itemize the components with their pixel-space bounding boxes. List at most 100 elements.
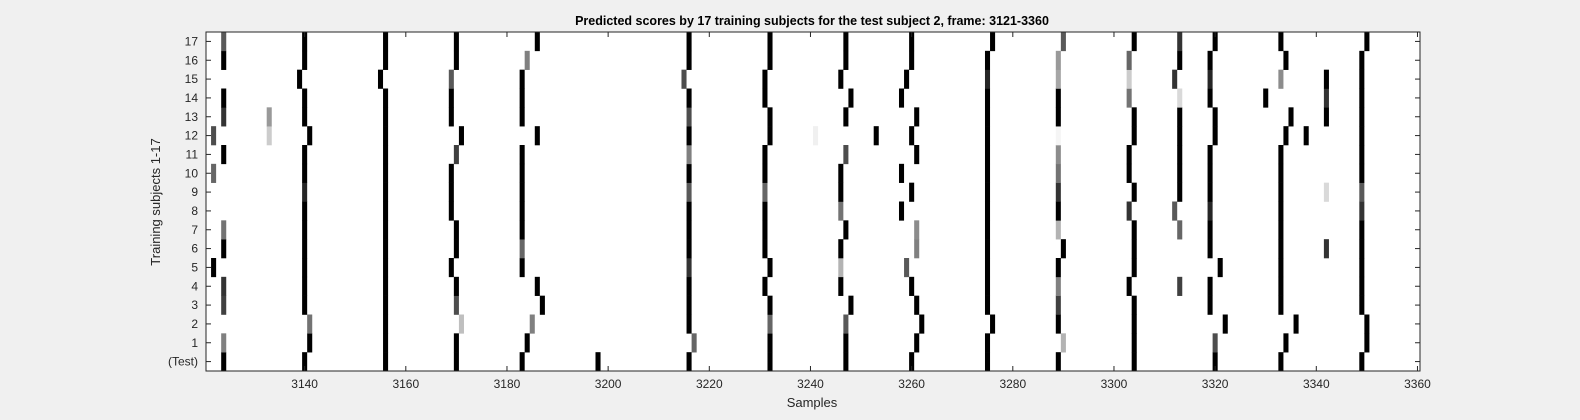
heatmap-cell (762, 201, 768, 221)
heatmap-cell (453, 352, 459, 372)
heatmap-cell (383, 220, 389, 240)
heatmap-cell (519, 201, 525, 221)
heatmap-cell (909, 182, 915, 202)
heatmap-cell (448, 182, 454, 202)
heatmap-cell (1177, 163, 1183, 183)
heatmap-cell (1177, 220, 1183, 240)
heatmap-cell (519, 107, 525, 127)
heatmap-cell (1359, 295, 1365, 315)
heatmap-cell (686, 276, 692, 296)
heatmap-cell (984, 352, 991, 372)
heatmap-cell (307, 333, 313, 353)
heatmap-cell (909, 32, 915, 52)
heatmap-cell (1359, 239, 1365, 259)
heatmap-cell (1207, 201, 1213, 221)
heatmap-cell (595, 352, 601, 372)
heatmap-cell (1177, 88, 1183, 108)
heatmap-cell (686, 220, 692, 240)
heatmap-cell (762, 88, 768, 108)
heatmap-cell (383, 50, 389, 70)
heatmap-cell (1207, 276, 1213, 296)
heatmap-cell (302, 107, 308, 127)
y-tick-label: 17 (185, 34, 199, 48)
heatmap-cell (1131, 32, 1137, 52)
heatmap-cell (383, 126, 389, 146)
heatmap-cell (686, 295, 692, 315)
heatmap-cell (519, 182, 525, 202)
heatmap-cell (1126, 276, 1132, 296)
heatmap-cell (838, 258, 844, 278)
heatmap-cell (686, 352, 692, 372)
heatmap-cell (1177, 126, 1183, 146)
heatmap-cell (1177, 145, 1183, 165)
heatmap-cell (383, 107, 389, 127)
heatmap-cell (686, 201, 692, 221)
heatmap-cell (914, 333, 920, 353)
heatmap-cell (211, 258, 217, 278)
heatmap-cell (767, 50, 773, 70)
heatmap-cell (686, 314, 692, 334)
x-tick-label: 3360 (1404, 377, 1431, 391)
x-tick-label: 3200 (595, 377, 622, 391)
heatmap-cell (302, 145, 308, 165)
heatmap-cell (1283, 126, 1289, 146)
heatmap-cell (838, 69, 844, 89)
heatmap-cell (984, 239, 991, 259)
heatmap-cell (1364, 314, 1370, 334)
heatmap-cell (453, 295, 459, 315)
heatmap-cell (1212, 32, 1218, 52)
heatmap-cell (448, 258, 454, 278)
heatmap-cell (843, 107, 849, 127)
heatmap-cell (843, 145, 849, 165)
heatmap-cell (383, 182, 389, 202)
heatmap-cell (453, 239, 459, 259)
heatmap-cell (984, 276, 991, 296)
heatmap-cell (1055, 50, 1061, 70)
heatmap-cell (221, 107, 227, 127)
y-tick-label: 4 (191, 279, 198, 293)
heatmap-cell (1131, 220, 1137, 240)
heatmap-cell (519, 352, 525, 372)
heatmap-cell (221, 295, 227, 315)
heatmap-cell (1212, 126, 1218, 146)
heatmap-cell (1131, 239, 1137, 259)
heatmap-cell (1323, 69, 1329, 89)
plot-area (206, 32, 1420, 371)
x-tick-label: 3280 (999, 377, 1026, 391)
heatmap-cell (302, 32, 308, 52)
heatmap-cell (767, 107, 773, 127)
heatmap-cell (681, 69, 687, 89)
heatmap-cell (221, 88, 227, 108)
heatmap-cell (914, 239, 920, 259)
heatmap-cell (914, 295, 920, 315)
heatmap-cell (1177, 32, 1183, 52)
heatmap-cell (686, 88, 692, 108)
heatmap-cell (843, 314, 849, 334)
heatmap-cell (1055, 276, 1061, 296)
heatmap-cell (838, 276, 844, 296)
heatmap-cell (211, 163, 217, 183)
heatmap-cell (534, 126, 540, 146)
heatmap-cell (1278, 352, 1284, 372)
heatmap-cell (838, 201, 844, 221)
heatmap-cell (1055, 258, 1061, 278)
heatmap-cell (221, 333, 227, 353)
plot-frame (205, 31, 1421, 372)
heatmap-cell (984, 145, 991, 165)
heatmap-cell (458, 314, 464, 334)
heatmap-cell (1060, 239, 1066, 259)
heatmap-cell (909, 126, 915, 146)
heatmap-cell (453, 32, 459, 52)
heatmap-cell (1060, 32, 1066, 52)
heatmap-cell (848, 88, 854, 108)
heatmap-cell (843, 32, 849, 52)
x-axis-ticks: 3140 3160 3180 3200 3220 3240 3260 3280 3300 3320… (291, 32, 1431, 391)
heatmap-cell (984, 107, 991, 127)
y-tick-label: 2 (191, 317, 198, 331)
heatmap-cell (448, 88, 454, 108)
heatmap-cell (1126, 163, 1132, 183)
heatmap-cell (914, 107, 920, 127)
heatmap-cell (1278, 182, 1284, 202)
heatmap-cell (539, 295, 545, 315)
